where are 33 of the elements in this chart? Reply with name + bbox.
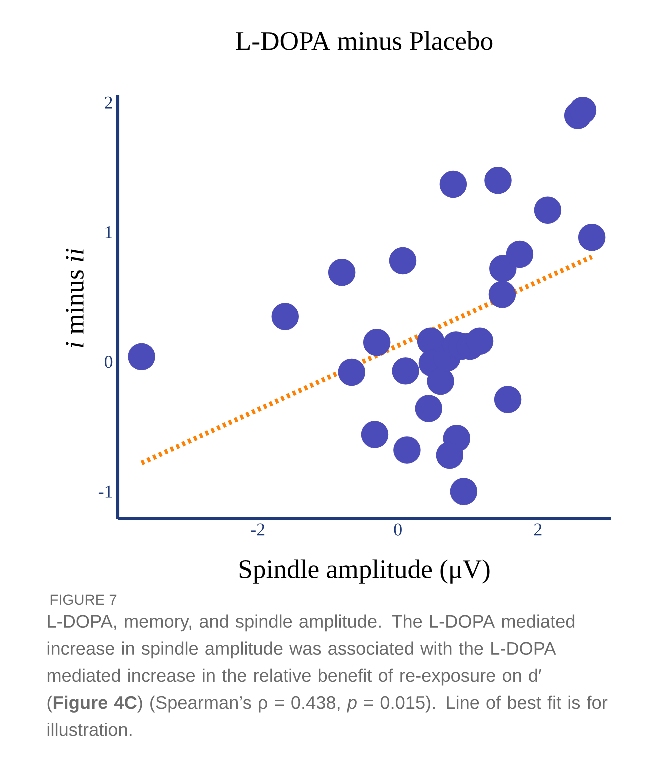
point (490, 255, 517, 282)
point (392, 358, 420, 385)
point (415, 395, 443, 422)
x-tick-label: 0 (394, 524, 402, 536)
point (363, 329, 391, 356)
y-tick-label: 1 (106, 226, 112, 238)
point (578, 224, 606, 252)
point (361, 421, 389, 448)
point (338, 358, 366, 386)
y-axis-title: i minus ii (66, 248, 84, 348)
point (440, 170, 468, 198)
point (128, 343, 156, 371)
point (450, 478, 478, 506)
point (436, 442, 464, 470)
x-tick-label: 2 (534, 524, 542, 536)
point (506, 240, 534, 268)
x-axis-title: Spindle amplitude (μV) (240, 560, 490, 584)
point (328, 259, 356, 286)
chart-title: L-DOPA minus Placebo (236, 32, 493, 50)
point (534, 196, 562, 224)
caption: FIGURE 7 (50, 594, 117, 606)
point (394, 436, 421, 464)
y-tick-label: 2 (105, 96, 112, 109)
text: L-DOPA, memory, and spindle amplitude. The L-DOPA mediated increase in spindle amplitude was associated with the L-DOPA mediated increase in the relative benefit of re-exposure on d′ (Figure 4C) (Spearman’s ρ = 0.438, p = 0.015). Line of best fit is for illustration. (48, 614, 608, 736)
point (494, 386, 522, 414)
point (389, 247, 417, 275)
x-tick-label: -2 (251, 524, 265, 536)
point (484, 166, 512, 194)
point (569, 96, 597, 124)
point (488, 281, 516, 308)
y-tick-label: -1 (98, 486, 112, 498)
y-tick-label: 0 (104, 356, 113, 368)
point (272, 303, 299, 330)
